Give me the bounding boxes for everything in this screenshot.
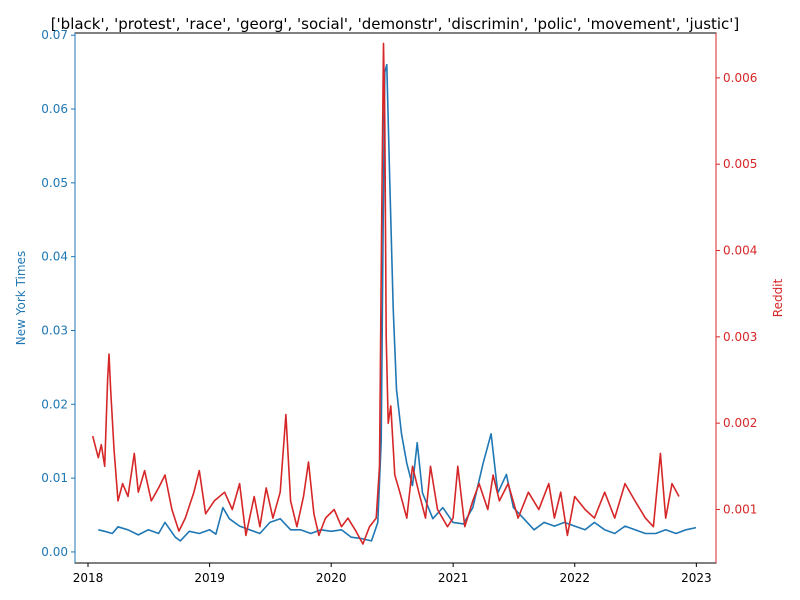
left-tick-label: 0.04 bbox=[41, 250, 68, 264]
x-axis: 2018 2019 2020 2021 2022 2023 bbox=[73, 563, 712, 585]
chart-title: ['black', 'protest', 'race', 'georg', 's… bbox=[51, 15, 740, 33]
x-tick-label: 2022 bbox=[559, 571, 590, 585]
x-tick-label: 2019 bbox=[194, 571, 225, 585]
series-layer bbox=[91, 42, 697, 545]
series-line-reddit bbox=[91, 42, 680, 545]
left-axis: 0.00 0.01 0.02 0.03 0.04 0.05 0.06 0.07 bbox=[41, 28, 76, 563]
right-tick-label: 0.006 bbox=[723, 71, 757, 85]
x-tick-label: 2021 bbox=[438, 571, 469, 585]
right-axis: 0.001 0.002 0.003 0.004 0.005 0.006 bbox=[715, 33, 757, 563]
x-tick-label: 2023 bbox=[681, 571, 712, 585]
x-tick-label: 2018 bbox=[73, 571, 104, 585]
left-tick-label: 0.07 bbox=[41, 28, 68, 42]
right-tick-label: 0.002 bbox=[723, 416, 757, 430]
right-tick-label: 0.003 bbox=[723, 330, 757, 344]
series-line-new-york-times bbox=[98, 63, 697, 542]
right-tick-label: 0.005 bbox=[723, 157, 757, 171]
left-tick-label: 0.01 bbox=[41, 471, 68, 485]
left-tick-label: 0.03 bbox=[41, 323, 68, 337]
x-tick-label: 2020 bbox=[316, 571, 347, 585]
plot-frame bbox=[74, 32, 717, 564]
left-tick-label: 0.02 bbox=[41, 397, 68, 411]
plot-area bbox=[74, 32, 717, 564]
right-axis-label: Reddit bbox=[771, 278, 785, 317]
left-tick-label: 0.00 bbox=[41, 545, 68, 559]
right-tick-label: 0.001 bbox=[723, 502, 757, 516]
left-tick-label: 0.05 bbox=[41, 176, 68, 190]
left-axis-label: New York Times bbox=[14, 251, 28, 345]
left-tick-label: 0.06 bbox=[41, 102, 68, 116]
right-tick-label: 0.004 bbox=[723, 244, 757, 258]
